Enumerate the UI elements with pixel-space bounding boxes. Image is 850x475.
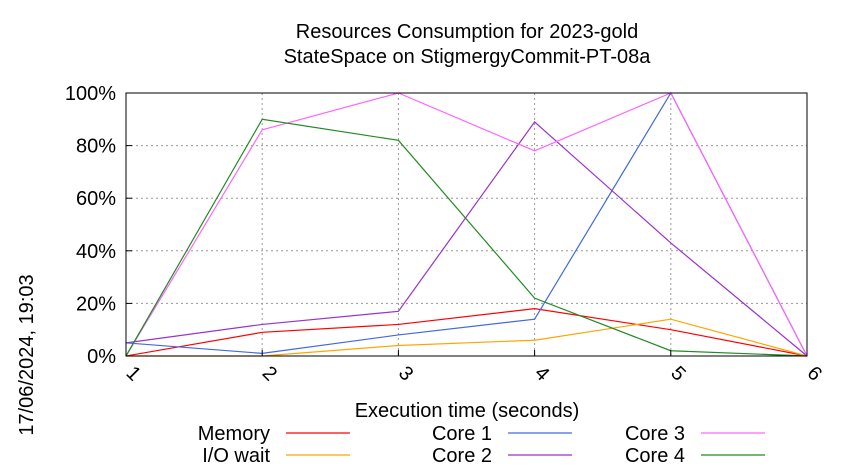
x-tick-label: 2: [258, 362, 281, 385]
y-tick-label: 60%: [76, 188, 116, 210]
x-tick-label: 1: [122, 362, 145, 385]
x-tick-labels: 1 2 3 4 5 6: [122, 350, 826, 385]
y-tick-labels: 0% 20% 40% 60% 80% 100%: [65, 83, 132, 368]
legend-label: Core 4: [625, 445, 685, 467]
legend-label: Core 2: [432, 445, 492, 467]
x-tick-label: 4: [530, 362, 553, 385]
series-lines: [125, 91, 808, 357]
y-tick-label: 40%: [76, 241, 116, 263]
y-tick-label: 100%: [65, 83, 116, 105]
x-tick-label: 3: [394, 362, 417, 385]
x-tick-label: 5: [666, 362, 689, 385]
x-tick-label: 6: [803, 362, 826, 385]
grid: [126, 93, 807, 356]
series-line-core-3: [125, 92, 808, 357]
series-line-memory: [125, 308, 808, 357]
legend-label: Core 1: [432, 423, 492, 445]
legend-label: Memory: [198, 423, 270, 445]
timestamp-label: 17/06/2024, 19:03: [16, 274, 38, 435]
x-axis-label: Execution time (seconds): [355, 400, 580, 422]
legend-label: Core 3: [625, 423, 685, 445]
chart-title: Resources Consumption for 2023-gold: [296, 21, 638, 43]
y-tick-label: 80%: [76, 136, 116, 158]
plot-frame: [125, 92, 808, 357]
legend-label: I/O wait: [202, 445, 270, 467]
y-tick-label: 0%: [87, 346, 116, 368]
chart-subtitle: StateSpace on StigmergyCommit-PT-08a: [284, 46, 652, 68]
series-line-core-2: [125, 121, 808, 357]
series-line-core-4: [125, 118, 808, 357]
y-tick-label: 20%: [76, 293, 116, 315]
